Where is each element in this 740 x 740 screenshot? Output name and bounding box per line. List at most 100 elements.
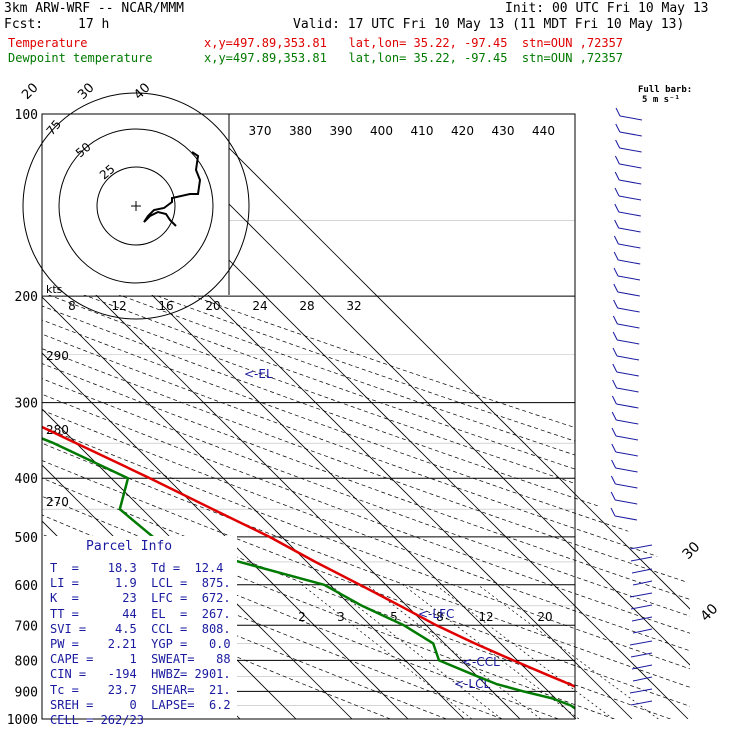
isotherm	[42, 114, 409, 719]
theta-left-label: 280	[46, 423, 69, 437]
mixing-ratio-label: 20	[537, 610, 552, 624]
hodograph-units: kts	[46, 283, 63, 296]
temperature-legend: Temperature	[8, 36, 88, 50]
speed-label: 20	[205, 299, 220, 313]
speed-label: 28	[299, 299, 314, 313]
dry-adiabat	[42, 114, 690, 719]
wind-barb	[631, 616, 653, 622]
isotherm-label: 40	[698, 601, 722, 625]
hodograph-trace	[143, 151, 202, 227]
mixing-ratio-line	[366, 584, 542, 719]
mixing-ratio-line	[329, 584, 502, 719]
wind-barb	[631, 664, 653, 670]
speed-label: 24	[252, 299, 267, 313]
wind-barb	[632, 580, 653, 586]
pressure-label: 1000	[7, 713, 38, 728]
wind-barb	[630, 604, 653, 610]
parcel-info-title: Parcel Info	[86, 539, 173, 554]
temperature-info: x,y=497.89,353.81 lat,lon= 35.22, -97.45…	[204, 36, 624, 50]
wind-barb	[631, 568, 653, 574]
dry-adiabat	[42, 114, 559, 719]
valid-time: Valid: 17 UTC Fri 10 May 13 (11 MDT Fri …	[293, 17, 685, 32]
theta-left-label: 290	[46, 349, 69, 363]
barb-legend-units: 5 m s⁻¹	[642, 95, 680, 105]
init-time: Init: 00 UTC Fri 10 May 13	[505, 1, 709, 16]
mixing-ratio-label: 5	[390, 610, 398, 624]
isotherm	[42, 114, 465, 719]
wind-barb	[617, 339, 640, 345]
wind-barb	[615, 467, 638, 473]
theta-left-label: 270	[46, 495, 69, 509]
parcel-info-row: PW = 2.21 YGP = 0.0	[50, 637, 231, 652]
pressure-label: 700	[15, 619, 38, 634]
wind-barb	[615, 451, 638, 457]
isotherm-label: 40	[131, 81, 153, 103]
dry-adiabat	[42, 114, 391, 719]
wind-barbs	[610, 107, 653, 706]
theta-label: 400	[370, 124, 393, 138]
pressure-label: 500	[15, 531, 38, 546]
isotherm	[138, 114, 690, 719]
mixing-ratio-line	[477, 584, 659, 719]
wind-barb	[617, 291, 640, 297]
dry-adiabat	[42, 114, 690, 719]
speed-label: 32	[346, 299, 361, 313]
mixing-ratio-label: 12	[478, 610, 493, 624]
wind-barb	[619, 131, 642, 137]
hodograph-ring	[96, 166, 176, 246]
isotherm	[42, 114, 353, 719]
wind-barb	[618, 195, 642, 201]
forecast-label: Fcst:	[4, 17, 44, 32]
dry-adiabat	[42, 114, 690, 719]
wind-barb	[614, 515, 638, 521]
wind-barb	[632, 676, 653, 682]
parcel-info-row: CIN = -194 HWBZ= 2901.	[50, 667, 231, 682]
model-title: 3km ARW-WRF -- NCAR/MMM	[4, 1, 185, 16]
theta-label: 420	[451, 124, 474, 138]
wind-barb	[629, 688, 653, 694]
wind-barb	[617, 307, 640, 313]
mixing-ratio-label: 8	[436, 610, 444, 624]
dewpoint-line	[42, 437, 575, 710]
wind-barb	[616, 419, 639, 425]
hodograph-ring	[58, 128, 214, 284]
wind-barb	[619, 179, 642, 185]
dry-adiabat	[42, 114, 690, 719]
pressure-label: 200	[15, 290, 38, 305]
parcel-info-row: CAPE = 1 SWEAT= 88	[50, 652, 231, 667]
parcel-info-row: T = 18.3 Td = 12.4	[50, 561, 224, 575]
dry-adiabat	[42, 114, 690, 719]
pressure-label: 400	[15, 472, 38, 487]
dry-adiabat	[42, 114, 690, 719]
pressure-label: 800	[15, 654, 38, 669]
speed-label: 12	[111, 299, 126, 313]
wind-barb	[629, 592, 653, 598]
parcel-info-row: K = 23 LFC = 672.	[50, 591, 231, 606]
pressure-label: 600	[15, 579, 38, 594]
speed-label: 8	[68, 299, 76, 313]
parcel-marker-lfc: <-LFC	[418, 607, 454, 621]
isotherm	[194, 114, 690, 719]
dry-adiabat	[42, 114, 503, 719]
isotherm-label: 30	[75, 81, 97, 103]
isotherm	[42, 114, 521, 719]
mixing-ratio-line	[435, 584, 614, 719]
dry-adiabat	[42, 114, 690, 719]
barb-legend-title: Full barb:	[638, 85, 693, 95]
wind-barb	[615, 483, 638, 489]
wind-barb	[619, 115, 643, 121]
parcel-info-row: SVI = 4.5 CCL = 808.	[50, 621, 231, 636]
wind-barb	[616, 355, 640, 361]
wind-barb	[615, 435, 639, 441]
parcel-info-row: TT = 44 EL = 267.	[50, 606, 231, 621]
theta-label: 410	[411, 124, 434, 138]
mixing-ratio-line	[301, 584, 473, 719]
parcel-info-row: CELL = 262/23	[50, 713, 144, 728]
wind-barb	[615, 499, 638, 505]
theta-label: 380	[289, 124, 312, 138]
mixing-ratio-label: 3	[337, 610, 345, 624]
pressure-label: 300	[15, 397, 38, 412]
parcel-info-row: LI = 1.9 LCL = 875.	[50, 576, 231, 591]
parcel-marker-lcl: <-LCL	[454, 677, 490, 691]
